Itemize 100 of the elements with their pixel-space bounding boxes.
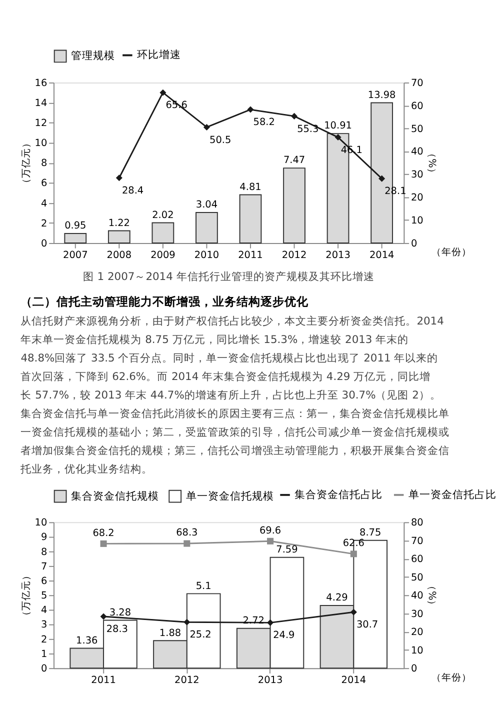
bar	[196, 212, 218, 244]
y-axis-title: （万亿元）	[20, 570, 32, 621]
x-tick-label: 2008	[106, 250, 132, 262]
y-tick-label: 6	[40, 178, 48, 190]
text: 图 1 2007～2014 年信托行业管理的资产规模及其环比增速	[82, 270, 374, 283]
y-tick-label: 2	[40, 634, 48, 646]
data-label: 25.2	[190, 630, 212, 641]
x-tick-label: 2011	[238, 250, 263, 262]
y-tick-label: 8	[40, 546, 48, 558]
y2-tick-label: 0	[410, 238, 418, 250]
data-label: 55.3	[297, 124, 319, 135]
x-tick-label: 2013	[326, 250, 350, 262]
data-label: 69.6	[259, 525, 282, 536]
point	[291, 112, 298, 120]
data-label: 13.98	[368, 90, 396, 101]
point	[247, 106, 254, 113]
y-tick-label: 0	[40, 238, 48, 250]
x-tick-label: 2014	[341, 675, 366, 686]
y-tick-label: 2	[40, 218, 48, 230]
y-tick-label: 16	[34, 78, 48, 89]
y2-tick-label: 40	[410, 590, 424, 602]
point	[267, 619, 274, 626]
data-label: 8.75	[360, 528, 382, 539]
data-label: 4.81	[240, 182, 262, 193]
data-label: 1.36	[76, 635, 98, 646]
legend-label: 单一资金信托规模	[186, 489, 274, 502]
point	[267, 538, 274, 544]
bar	[283, 168, 306, 244]
point	[378, 175, 386, 182]
y2-tick-label: 20	[410, 627, 424, 638]
y-tick-label: 0	[40, 664, 48, 674]
y-tick-label: 5	[40, 590, 48, 602]
x-tick-label: 2012	[282, 250, 307, 262]
x-tick-label: 2012	[174, 675, 200, 686]
legend-label: 集合资金信托占比	[294, 488, 383, 501]
text: 从信托财产来源视角分析，由于财产权信托占比较少，本文主要分析资金类信托。2014 年末单一资金信托规模为 8.75 万亿元，同比增长 15.3%，增速较 2013 年末的 48.8%回落了 33.5 个百分点。同时，单一资金信托规模占比也出现了 2011 年以来的首次回落，下降到 62.6%。而 2014 年末集合资金信托规模为 4.29 万亿元，同比增长 57.7%，较 2013 年末 44.7%的增速有所上升，占比也上升至 30.7%（见图 2）。集合资金信托与单一资金信托此消彼长的原因主要有三点：第一，集合资金信托规模比单一资金信托规模的基础小；第二，受监管政策的引导，信托公司减少单一资金信托规模或者增加假集合资金信托的规模；第三，信托公司增强主动管理能力，积极开展集合资金信托业务，优化其业务结构。	[20, 314, 450, 476]
y2-tick-label: 10	[410, 645, 424, 656]
y-tick-label: 4	[40, 605, 48, 616]
y-tick-label: 6	[40, 576, 48, 587]
y-tick-label: 9	[40, 532, 48, 544]
point	[100, 613, 107, 620]
y2-tick-label: 80	[410, 518, 424, 529]
data-label: 68.2	[92, 528, 114, 539]
x-tick-label: 2014	[369, 250, 394, 262]
chart-title: （二）信托主动管理能力不断增强，业务结构逐步优化	[20, 294, 310, 308]
x-tick-label: 2009	[150, 250, 176, 262]
y-tick-label: 14	[34, 98, 48, 109]
point	[184, 618, 190, 626]
y-tick-label: 1	[40, 648, 48, 660]
bar	[152, 222, 174, 244]
bar	[108, 230, 130, 244]
y2-tick-label: 30	[410, 608, 424, 620]
y2-tick-label: 0	[410, 664, 418, 674]
legend-label: 单一资金信托占比	[408, 488, 497, 501]
y-tick-label: 4	[40, 198, 48, 210]
point	[203, 124, 210, 130]
data-label: 30.7	[356, 620, 378, 631]
x-tick-label: 2013	[258, 675, 283, 686]
legend-label: 环比增速	[137, 48, 182, 62]
point	[100, 540, 107, 547]
data-label: 0.95	[64, 220, 86, 232]
y2-tick-label: 30	[410, 170, 424, 181]
y2-tick-label: 60	[410, 100, 424, 112]
data-label: 10.91	[324, 120, 352, 132]
y2-tick-label: 10	[410, 215, 424, 226]
data-label: 1.88	[159, 628, 182, 639]
legend-label: 集合资金信托规模	[71, 489, 160, 502]
point	[350, 608, 357, 616]
point	[350, 550, 357, 558]
point	[116, 174, 122, 182]
y2-axis-title: （%）	[426, 581, 438, 610]
data-label: 24.9	[273, 630, 295, 642]
data-label: 3.04	[196, 200, 218, 211]
x-axis-title: （年份）	[431, 246, 472, 258]
data-label: 28.3	[106, 624, 128, 636]
bar	[239, 194, 262, 244]
point	[184, 540, 190, 547]
data-label: 5.1	[196, 580, 212, 592]
y-tick-label: 10	[34, 138, 48, 150]
y2-tick-label: 50	[410, 572, 424, 584]
data-label: 7.47	[283, 155, 306, 166]
x-tick-label: 2010	[194, 250, 220, 262]
y2-tick-label: 70	[410, 536, 424, 547]
data-label: 68.3	[176, 528, 198, 539]
y-tick-label: 3	[40, 620, 48, 631]
data-label: 4.29	[326, 592, 348, 604]
y-tick-label: 7	[40, 561, 48, 572]
y2-tick-label: 50	[410, 124, 424, 135]
data-label: 2.02	[152, 210, 174, 221]
data-label: 28.4	[122, 185, 144, 196]
legend-label: 管理规模	[71, 49, 116, 62]
x-tick-label: 2011	[91, 675, 116, 686]
y-tick-label: 10	[34, 518, 48, 529]
point	[334, 134, 342, 141]
data-label: 58.2	[253, 117, 275, 128]
y-tick-label: 12	[34, 118, 48, 130]
bar	[64, 232, 87, 244]
data-label: 1.22	[108, 218, 130, 229]
y2-tick-label: 60	[410, 554, 424, 566]
y2-tick-label: 70	[410, 78, 424, 89]
